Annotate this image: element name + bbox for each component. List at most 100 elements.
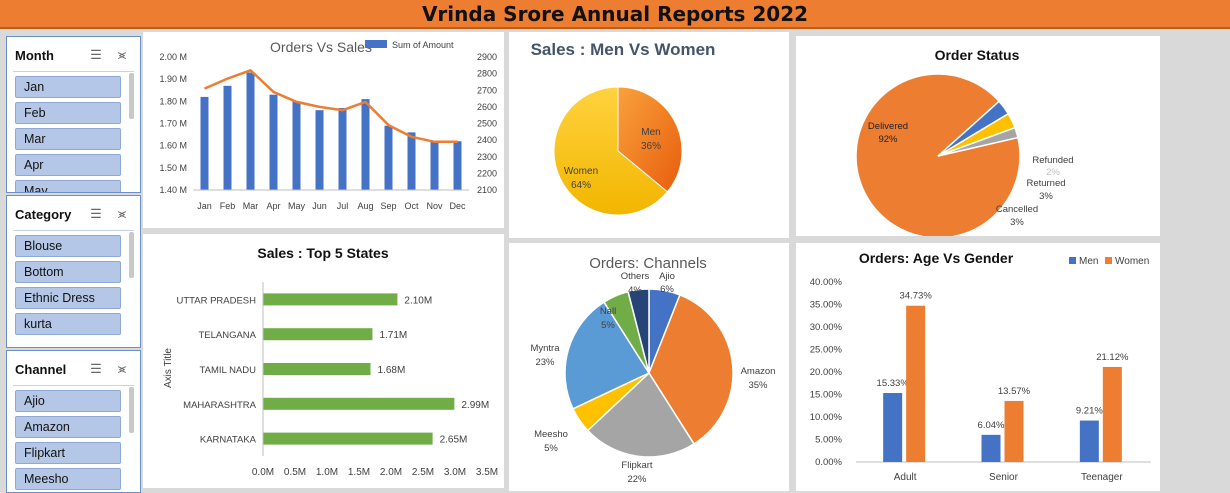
slicer-item-kurta[interactable]: kurta [15, 313, 121, 335]
y-tick: 10.00% [810, 412, 843, 423]
y-tick: 30.00% [810, 322, 843, 333]
orders-line [204, 68, 458, 144]
x-tick: 1.0M [316, 467, 338, 478]
state-label: TAMIL NADU [200, 365, 257, 376]
clear-filter-icon[interactable]: ⪤ [117, 47, 127, 62]
sales-bar [269, 94, 278, 190]
sales-men-women-chart: Sales : Men Vs Women Men 36% Women 64% [531, 40, 715, 216]
slicer-item-mar[interactable]: Mar [15, 128, 121, 150]
channel-slicer[interactable]: Channel ☰ ⪤ Ajio Amazon Flipkart Meesho [6, 350, 141, 493]
multi-select-icon[interactable]: ☰ [90, 206, 102, 221]
value-myntra: 23% [535, 357, 555, 368]
slicer-item-jan[interactable]: Jan [15, 76, 121, 98]
top-states-panel: Sales : Top 5 States Axis Title UTTAR PRAD… [143, 234, 504, 488]
x-tick: 0.0M [252, 467, 274, 478]
sales-bar [223, 85, 232, 190]
slicer-title: Month [15, 47, 54, 63]
x-tick: Oct [404, 201, 419, 211]
y-right-tick: 2100 [477, 185, 497, 195]
slicer-item-amazon[interactable]: Amazon [15, 416, 121, 438]
label-flipkart: Flipkart [621, 460, 653, 471]
bar-value: 13.57% [998, 386, 1031, 397]
bar-women [1102, 366, 1122, 462]
value-ajio: 6% [660, 284, 674, 295]
label-delivered: Delivered [868, 121, 908, 132]
slicer-scrollbar[interactable] [129, 387, 134, 433]
sales-bar [453, 141, 462, 190]
multi-select-icon[interactable]: ☰ [90, 47, 102, 62]
sales-bar [292, 101, 301, 190]
state-value: 2.65M [440, 435, 468, 446]
label-meesho: Meesho [534, 429, 568, 440]
y-tick: 0.00% [815, 457, 842, 468]
slicer-item-meesho[interactable]: Meesho [15, 468, 121, 490]
channel-slice-amazon [648, 293, 734, 445]
y-right-tick: 2400 [477, 135, 497, 145]
slicer-item-feb[interactable]: Feb [15, 102, 121, 124]
value-flipkart: 22% [627, 474, 647, 485]
value-cancelled: 3% [1010, 217, 1024, 228]
x-tick: Senior [989, 472, 1019, 483]
chart-title: Order Status [935, 47, 1020, 63]
report-title: Vrinda Srore Annual Reports 2022 [421, 1, 809, 26]
slicer-scrollbar[interactable] [129, 232, 134, 278]
legend-label: Men [1079, 256, 1098, 267]
bar-men [883, 393, 903, 462]
value-refunded: 2% [1046, 167, 1060, 178]
label-others: Others [621, 271, 650, 282]
state-label: KARNATAKA [200, 435, 257, 446]
slicer-item-bottom[interactable]: Bottom [15, 261, 121, 283]
state-bar [263, 432, 433, 445]
state-value: 2.10M [404, 295, 432, 306]
sales-bar [200, 96, 209, 190]
x-tick: Aug [357, 201, 373, 211]
slicer-item-ethnic-dress[interactable]: Ethnic Dress [15, 287, 121, 309]
slicer-item-blouse[interactable]: Blouse [15, 235, 121, 257]
x-tick: Feb [220, 201, 236, 211]
y-tick: 25.00% [810, 345, 843, 356]
channel-slice-myntra [564, 301, 651, 410]
slicer-divider [13, 385, 134, 386]
clear-filter-icon[interactable]: ⪤ [117, 206, 127, 221]
clear-filter-icon[interactable]: ⪤ [117, 361, 127, 376]
y-tick: 20.00% [810, 367, 843, 378]
category-slicer[interactable]: Category ☰ ⪤ Blouse Bottom Ethnic Dress kurta [6, 195, 141, 348]
legend-swatch-women [1105, 257, 1112, 264]
orders-vs-sales-panel: Orders Vs Sales Sum of Amount 1.40 M 1.50 M… [143, 32, 504, 228]
channel-slice-flipkart [586, 371, 696, 458]
y-right-tick: 2300 [477, 152, 497, 162]
slicer-item-ajio[interactable]: Ajio [15, 390, 121, 412]
y-tick: 35.00% [810, 300, 843, 311]
state-value: 1.68M [378, 365, 406, 376]
slice-women [553, 86, 669, 216]
report-banner: Vrinda Srore Annual Reports 2022 [0, 0, 1230, 29]
slicer-header: Category ☰ ⪤ [7, 196, 140, 226]
value-nall: 5% [601, 320, 615, 331]
y-left-tick: 1.70 M [159, 119, 187, 129]
label-myntra: Myntra [530, 343, 560, 354]
legend-label: Sum of Amount [392, 40, 454, 50]
value-others: 4% [628, 285, 642, 296]
state-bar [263, 363, 371, 375]
slicer-item-flipkart[interactable]: Flipkart [15, 442, 121, 464]
slicer-divider [13, 71, 134, 72]
y-right-tick: 2600 [477, 102, 497, 112]
bar-value: 15.33% [877, 378, 910, 389]
slicer-item-may[interactable]: May [15, 180, 121, 192]
label-nall: Nall [600, 306, 616, 317]
bar-women [906, 305, 926, 462]
legend-swatch [365, 40, 387, 48]
x-tick: Adult [894, 472, 917, 483]
label-amazon: Amazon [741, 366, 776, 377]
month-slicer[interactable]: Month ☰ ⪤ Jan Feb Mar Apr May [6, 36, 141, 193]
slicer-scrollbar[interactable] [129, 73, 134, 119]
x-tick: Mar [243, 201, 259, 211]
slicer-header: Month ☰ ⪤ [7, 37, 140, 67]
x-tick: Teenager [1081, 472, 1123, 483]
state-value: 1.71M [379, 330, 407, 341]
y-right-tick: 2900 [477, 52, 497, 62]
slicer-item-apr[interactable]: Apr [15, 154, 121, 176]
multi-select-icon[interactable]: ☰ [90, 361, 102, 376]
sales-bar [246, 72, 255, 190]
